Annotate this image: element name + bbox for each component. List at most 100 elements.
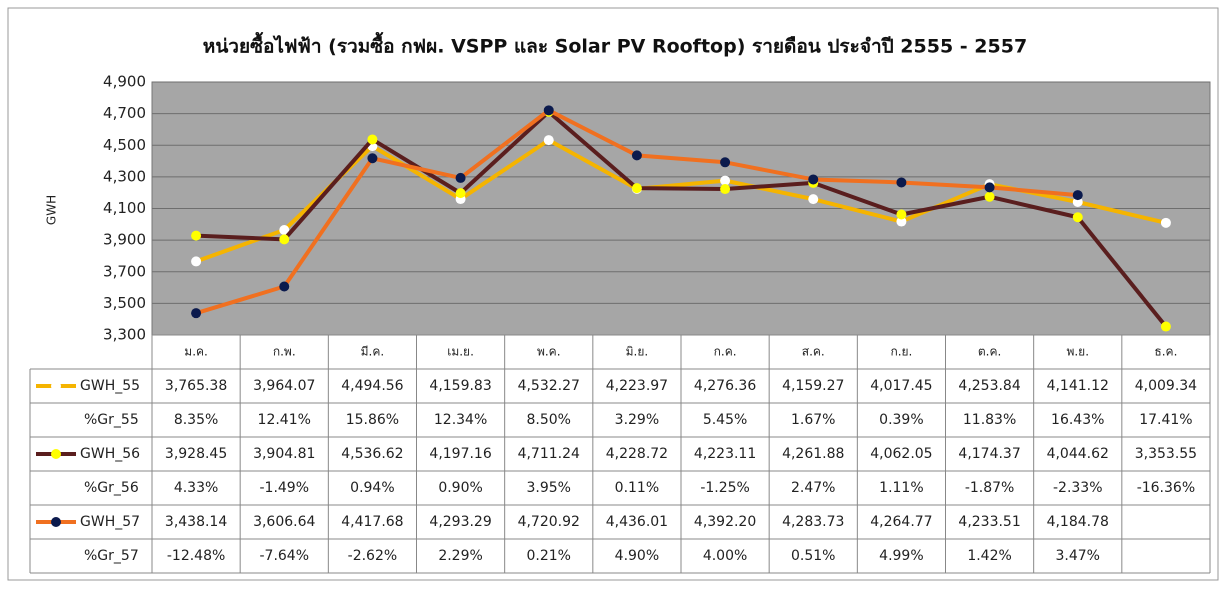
table-cell: 4,276.36 bbox=[694, 378, 756, 394]
table-cell: -12.48% bbox=[167, 548, 225, 564]
table-cell: 4.00% bbox=[703, 548, 747, 564]
table-cell: 1.67% bbox=[791, 412, 835, 428]
x-tick-label: พ.ค. bbox=[537, 345, 561, 359]
table-cell: 4.33% bbox=[174, 480, 218, 496]
table-cell: 4,417.68 bbox=[341, 514, 403, 530]
table-cell: 4,494.56 bbox=[341, 378, 403, 394]
table-cell: 4,293.29 bbox=[429, 514, 491, 530]
row-label: %Gr_56 bbox=[84, 480, 139, 496]
y-tick-label: 4,100 bbox=[103, 199, 146, 217]
y-tick-label: 3,700 bbox=[103, 262, 146, 280]
x-tick-label: มี.ค. bbox=[361, 345, 385, 359]
table-cell: -1.49% bbox=[259, 480, 309, 496]
table-cell: 4,720.92 bbox=[518, 514, 580, 530]
x-tick-label: ธ.ค. bbox=[1154, 345, 1177, 359]
table-cell: 3,928.45 bbox=[165, 446, 227, 462]
data-point bbox=[191, 230, 202, 241]
table-cell: 3,438.14 bbox=[165, 514, 227, 530]
table-cell: 4,223.11 bbox=[694, 446, 756, 462]
y-tick-label: 4,300 bbox=[103, 167, 146, 185]
table-cell: 11.83% bbox=[963, 412, 1016, 428]
data-point bbox=[1160, 321, 1171, 332]
data-point bbox=[279, 234, 290, 245]
table-cell: 3,606.64 bbox=[253, 514, 315, 530]
table-cell: 4,228.72 bbox=[606, 446, 668, 462]
table-cell: 2.47% bbox=[791, 480, 835, 496]
table-cell: 16.43% bbox=[1051, 412, 1104, 428]
table-cell: -2.33% bbox=[1053, 480, 1103, 496]
table-cell: 4,261.88 bbox=[782, 446, 844, 462]
table-cell: 15.86% bbox=[346, 412, 399, 428]
y-tick-label: 3,900 bbox=[103, 231, 146, 249]
table-cell: 4,044.62 bbox=[1047, 446, 1109, 462]
table-cell: 4,532.27 bbox=[518, 378, 580, 394]
data-point bbox=[631, 150, 642, 161]
x-tick-label: ก.พ. bbox=[273, 345, 296, 359]
data-point bbox=[1072, 190, 1083, 201]
data-point bbox=[720, 175, 731, 186]
data-point bbox=[896, 177, 907, 188]
table-cell: 1.42% bbox=[967, 548, 1011, 564]
table-cell: 3.95% bbox=[527, 480, 571, 496]
table-cell: -7.64% bbox=[259, 548, 309, 564]
table-cell: 4,159.27 bbox=[782, 378, 844, 394]
legend-key-marker bbox=[51, 517, 61, 527]
table-cell: 3.29% bbox=[615, 412, 659, 428]
legend-label: GWH_55 bbox=[80, 378, 140, 394]
table-cell: 4,392.20 bbox=[694, 514, 756, 530]
table-cell: 0.39% bbox=[879, 412, 923, 428]
table-cell: 1.11% bbox=[879, 480, 923, 496]
data-point bbox=[367, 153, 378, 164]
x-tick-label: มิ.ย. bbox=[626, 345, 649, 359]
table-cell: 12.34% bbox=[434, 412, 487, 428]
table-cell: 4,009.34 bbox=[1135, 378, 1197, 394]
x-tick-label: ก.ย. bbox=[890, 345, 912, 359]
legend-label: GWH_57 bbox=[80, 514, 140, 530]
data-point bbox=[455, 188, 466, 199]
x-tick-label: ต.ค. bbox=[978, 345, 1001, 359]
data-point bbox=[191, 256, 202, 267]
data-point bbox=[543, 135, 554, 146]
data-point bbox=[631, 183, 642, 194]
data-point bbox=[720, 157, 731, 168]
data-point bbox=[367, 134, 378, 145]
legend-key-marker bbox=[51, 381, 61, 391]
table-cell: 3.47% bbox=[1056, 548, 1100, 564]
row-label: %Gr_57 bbox=[84, 548, 139, 564]
table-cell: 3,765.38 bbox=[165, 378, 227, 394]
data-point bbox=[191, 308, 202, 319]
y-axis-label: GWH bbox=[45, 195, 59, 225]
table-cell: 8.50% bbox=[527, 412, 571, 428]
legend-label: GWH_56 bbox=[80, 446, 140, 462]
data-point bbox=[984, 182, 995, 193]
x-tick-label: ม.ค. bbox=[184, 345, 208, 359]
y-tick-label: 4,500 bbox=[103, 136, 146, 154]
table-cell: 12.41% bbox=[258, 412, 311, 428]
series-line bbox=[195, 109, 1168, 328]
data-point bbox=[896, 209, 907, 220]
table-cell: 4,197.16 bbox=[429, 446, 491, 462]
table-cell: -2.62% bbox=[348, 548, 398, 564]
table-cell: 0.51% bbox=[791, 548, 835, 564]
y-tick-label: 4,700 bbox=[103, 104, 146, 122]
table-cell: 0.21% bbox=[527, 548, 571, 564]
data-point bbox=[543, 105, 554, 116]
data-point bbox=[1072, 196, 1083, 207]
table-cell: 4,283.73 bbox=[782, 514, 844, 530]
y-tick-label: 4,900 bbox=[103, 73, 146, 91]
table-cell: 2.29% bbox=[438, 548, 482, 564]
table-cell: 4,159.83 bbox=[429, 378, 491, 394]
table-cell: 4,711.24 bbox=[518, 446, 580, 462]
table-cell: 17.41% bbox=[1139, 412, 1192, 428]
table-cell: 3,904.81 bbox=[253, 446, 315, 462]
data-point bbox=[896, 216, 907, 227]
data-point bbox=[984, 191, 995, 202]
table-cell: 4,233.51 bbox=[958, 514, 1020, 530]
data-point bbox=[279, 281, 290, 292]
table-cell: 4,062.05 bbox=[870, 446, 932, 462]
table-cell: 0.90% bbox=[438, 480, 482, 496]
table-cell: 4,141.12 bbox=[1047, 378, 1109, 394]
table-cell: 5.45% bbox=[703, 412, 747, 428]
